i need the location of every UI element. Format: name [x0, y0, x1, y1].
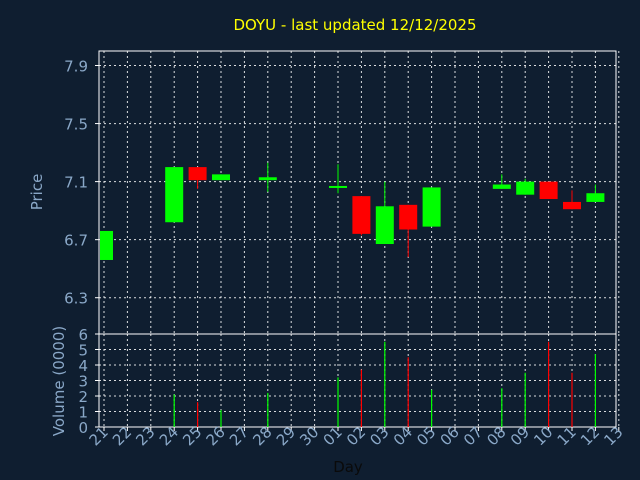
candle-08 [492, 174, 511, 189]
price-tick-label: 7.5 [64, 116, 88, 134]
candle-25 [188, 167, 207, 189]
candle-body [539, 181, 558, 200]
price-tick-label: 6.3 [64, 290, 88, 308]
candle-10 [539, 181, 558, 200]
volume-tick-label: 2 [78, 388, 88, 406]
candle-body [100, 230, 113, 260]
candle-02 [352, 196, 371, 236]
candle-body [329, 185, 347, 188]
candle-body [212, 174, 230, 181]
candle-body [399, 204, 418, 230]
candle-05 [422, 187, 441, 227]
candle-body [492, 184, 511, 189]
candle-03 [375, 181, 394, 245]
volume-tick-label: 5 [78, 342, 88, 360]
candles [100, 162, 605, 260]
candle-body [516, 181, 535, 195]
price-tick-label: 7.9 [64, 58, 88, 76]
candle-09 [516, 178, 535, 195]
price-y-ticks: 6.3 6.7 7.1 7.5 7.9 [64, 58, 99, 308]
volume-bars [173, 341, 597, 427]
chart-title: DOYU - last updated 12/12/2025 [233, 16, 476, 34]
volume-plot-frame [98, 333, 617, 428]
volume-grid [99, 334, 620, 427]
candle-21 [100, 230, 113, 260]
price-axis-label: Price [28, 174, 46, 211]
candle-body [188, 167, 207, 181]
candle-body [258, 177, 277, 181]
candle-01 [329, 164, 347, 194]
volume-axis-label: Volume (0000) [50, 326, 68, 436]
candle-body [422, 187, 441, 227]
candle-body [586, 193, 605, 202]
volume-tick-label: 1 [78, 404, 88, 422]
price-tick-label: 7.1 [64, 174, 88, 192]
volume-tick-label: 4 [78, 357, 88, 375]
volume-tick-label: 0 [78, 419, 88, 437]
x-tick-labels: 2122232425262728293001020304050607080910… [86, 423, 627, 449]
x-axis-label: Day [333, 458, 363, 476]
volume-tick-label: 3 [78, 373, 88, 391]
price-panel: 6.3 6.7 7.1 7.5 7.9 Price [28, 50, 620, 335]
candle-12 [586, 184, 605, 202]
candle-24 [165, 167, 184, 223]
candle-11 [563, 190, 581, 210]
volume-tick-label: 6 [78, 326, 88, 344]
candle-body [165, 167, 184, 223]
price-tick-label: 6.7 [64, 232, 88, 250]
candle-04 [399, 204, 418, 258]
candle-body [352, 196, 371, 234]
candle-body [563, 201, 581, 210]
candle-body [375, 206, 394, 245]
candle-28 [258, 162, 277, 192]
candle-26 [212, 174, 230, 181]
